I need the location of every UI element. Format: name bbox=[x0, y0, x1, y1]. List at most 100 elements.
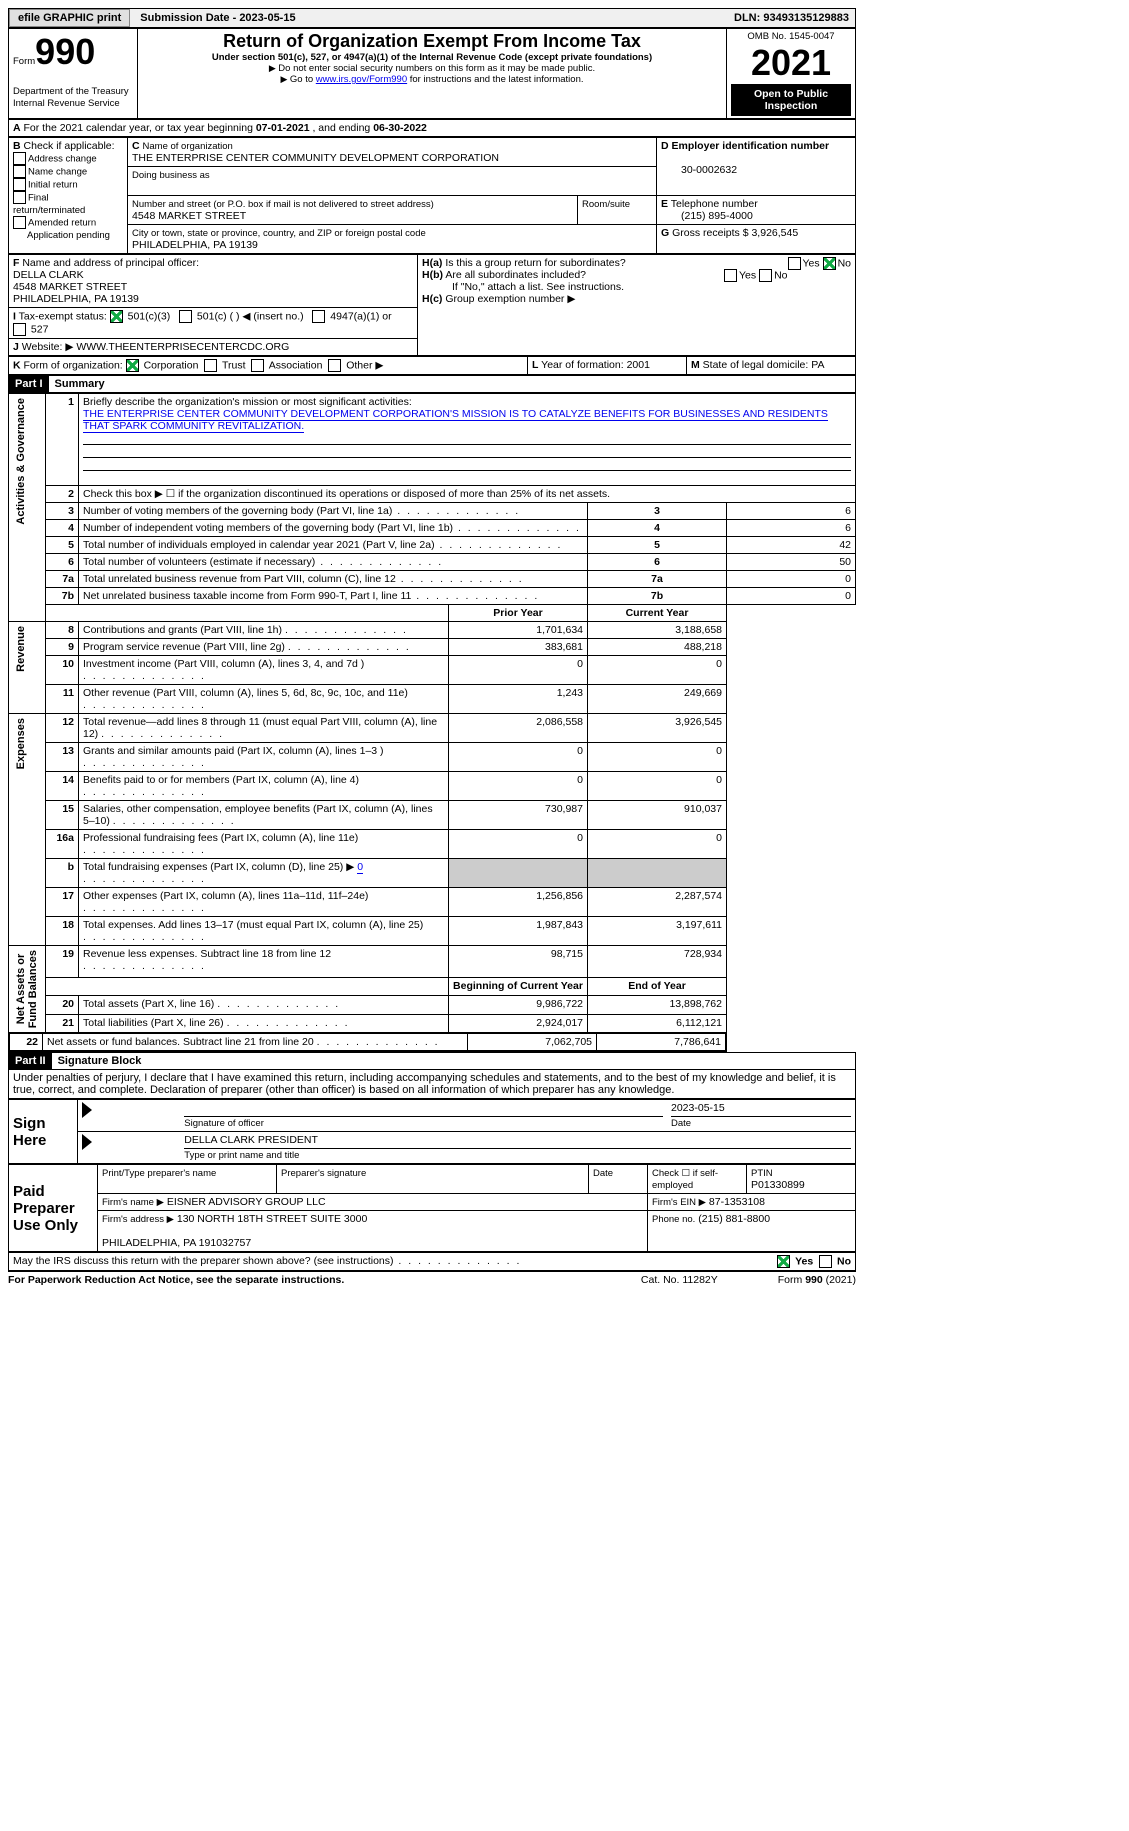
side-activities: Activities & Governance bbox=[13, 396, 29, 527]
side-revenue: Revenue bbox=[13, 624, 29, 674]
k-opt-3[interactable]: Other ▶ bbox=[346, 359, 383, 371]
hb-label: Are all subordinates included? bbox=[445, 269, 586, 281]
f-label: Name and address of principal officer: bbox=[22, 257, 199, 269]
cat-no: Cat. No. 11282Y bbox=[641, 1274, 718, 1286]
self-employed-check[interactable]: Check ☐ if self-employed bbox=[652, 1168, 718, 1191]
m-label: State of legal domicile: bbox=[703, 359, 809, 371]
sign-here-block: Sign Here Signature of officer 2023-05-1… bbox=[8, 1099, 856, 1164]
k-l-m-row: K Form of organization: Corporation Trus… bbox=[8, 356, 856, 375]
b-opt-1[interactable]: Name change bbox=[28, 166, 87, 177]
current-year-hdr: Current Year bbox=[588, 605, 727, 622]
sign-here-label: Sign Here bbox=[9, 1100, 78, 1164]
i-label: Tax-exempt status: bbox=[19, 310, 107, 322]
sig-arrow-icon-2 bbox=[82, 1134, 92, 1150]
part2-header: Part IISignature Block bbox=[8, 1052, 856, 1070]
efile-print-button[interactable]: efile GRAPHIC print bbox=[9, 9, 130, 27]
preparer-name-label: Print/Type preparer's name bbox=[102, 1168, 216, 1179]
sig-date: 2023-05-15 bbox=[671, 1102, 725, 1114]
paid-label: Paid Preparer Use Only bbox=[9, 1165, 98, 1252]
footer-bar: For Paperwork Reduction Act Notice, see … bbox=[8, 1271, 856, 1286]
irs-link[interactable]: www.irs.gov/Form990 bbox=[316, 74, 407, 85]
sig-date-label: Date bbox=[671, 1118, 691, 1129]
ein: 30-0002632 bbox=[681, 164, 737, 176]
subtitle-1: Under section 501(c), 527, or 4947(a)(1)… bbox=[142, 52, 722, 63]
summary-table: Activities & Governance 1 Briefly descri… bbox=[8, 393, 856, 1052]
year-formation: 2001 bbox=[627, 359, 650, 371]
open-inspection: Open to Public Inspection bbox=[731, 84, 851, 116]
form-label: Form bbox=[13, 56, 35, 67]
b-label: Check if applicable: bbox=[24, 140, 115, 152]
room-label: Room/suite bbox=[582, 199, 630, 210]
form-number: 990 bbox=[35, 31, 95, 72]
main-info-grid: B Check if applicable: Address change Na… bbox=[8, 137, 856, 254]
discuss-text: May the IRS discuss this return with the… bbox=[13, 1255, 394, 1267]
firm-ein-label: Firm's EIN ▶ bbox=[652, 1197, 706, 1208]
mission-text: THE ENTERPRISE CENTER COMMUNITY DEVELOPM… bbox=[83, 408, 828, 433]
omb: OMB No. 1545-0047 bbox=[731, 31, 851, 42]
firm-label: Firm's name ▶ bbox=[102, 1197, 164, 1208]
line2-text: Check this box ▶ ☐ if the organization d… bbox=[79, 486, 856, 503]
l-label: Year of formation: bbox=[541, 359, 624, 371]
gross-receipts: 3,926,545 bbox=[751, 227, 798, 239]
dept-label: Department of the Treasury Internal Reve… bbox=[13, 86, 129, 109]
k-opt-0[interactable]: Corporation bbox=[144, 359, 199, 371]
firm-phone-label: Phone no. bbox=[652, 1214, 695, 1225]
d-label: Employer identification number bbox=[672, 140, 830, 152]
j-label: Website: ▶ bbox=[22, 341, 74, 353]
website: WWW.THEENTERPRISECENTERCDC.ORG bbox=[76, 341, 289, 353]
preparer-date-label: Date bbox=[593, 1168, 613, 1179]
sig-arrow-icon bbox=[82, 1102, 92, 1118]
k-opt-1[interactable]: Trust bbox=[222, 359, 246, 371]
b-opt-4[interactable]: Amended return bbox=[28, 217, 96, 228]
officer-printed: DELLA CLARK PRESIDENT bbox=[184, 1134, 318, 1146]
end-year-hdr: End of Year bbox=[588, 977, 727, 996]
submission-date: Submission Date - 2023-05-15 bbox=[134, 10, 301, 26]
c-name-label: Name of organization bbox=[143, 141, 233, 152]
side-netassets: Net Assets or Fund Balances bbox=[13, 948, 41, 1030]
form-title: Return of Organization Exempt From Incom… bbox=[142, 31, 722, 52]
street-addr: 4548 MARKET STREET bbox=[132, 210, 246, 222]
a-end: 06-30-2022 bbox=[373, 122, 427, 134]
e-label: Telephone number bbox=[671, 198, 758, 210]
a-text: For the 2021 calendar year, or tax year … bbox=[24, 122, 256, 134]
b-opt-0[interactable]: Address change bbox=[28, 153, 97, 164]
begin-year-hdr: Beginning of Current Year bbox=[449, 977, 588, 996]
part1-header: Part ISummary bbox=[8, 375, 856, 393]
paid-preparer-block: Paid Preparer Use Only Print/Type prepar… bbox=[8, 1164, 856, 1252]
section-a-row: A For the 2021 calendar year, or tax yea… bbox=[8, 119, 856, 137]
sig-officer-label: Signature of officer bbox=[184, 1118, 264, 1129]
officer-addr: 4548 MARKET STREET PHILADELPHIA, PA 1913… bbox=[13, 281, 139, 305]
dba-label: Doing business as bbox=[132, 170, 210, 181]
g-label: Gross receipts $ bbox=[672, 227, 748, 239]
prior-year-hdr: Prior Year bbox=[449, 605, 588, 622]
phone: (215) 895-4000 bbox=[681, 210, 753, 222]
i-opt-3[interactable]: 527 bbox=[31, 323, 49, 335]
form-ref: Form 990 (2021) bbox=[778, 1274, 856, 1286]
tax-year: 2021 bbox=[731, 42, 851, 84]
top-toolbar: efile GRAPHIC print Submission Date - 20… bbox=[8, 8, 856, 28]
side-expenses: Expenses bbox=[13, 716, 29, 771]
domicile-state: PA bbox=[811, 359, 824, 371]
footer-discuss: May the IRS discuss this return with the… bbox=[8, 1252, 856, 1271]
ptin-label: PTIN bbox=[751, 1168, 773, 1179]
form-header: Form990 Department of the Treasury Inter… bbox=[8, 28, 856, 119]
pra-notice: For Paperwork Reduction Act Notice, see … bbox=[8, 1274, 344, 1286]
b-opt-2[interactable]: Initial return bbox=[28, 179, 78, 190]
i-opt-2[interactable]: 4947(a)(1) or bbox=[330, 310, 391, 322]
b-opt-5[interactable]: Application pending bbox=[27, 230, 110, 241]
ha-label: Is this a group return for subordinates? bbox=[445, 257, 625, 269]
subtitle-3: Go to www.irs.gov/Form990 for instructio… bbox=[142, 74, 722, 85]
i-opt-1[interactable]: 501(c) ( ) ◀ (insert no.) bbox=[197, 310, 304, 322]
hc-label: Group exemption number ▶ bbox=[445, 293, 575, 305]
officer-name: DELLA CLARK bbox=[13, 269, 84, 281]
firm-name: EISNER ADVISORY GROUP LLC bbox=[167, 1196, 326, 1208]
i-opt-0[interactable]: 501(c)(3) bbox=[128, 310, 171, 322]
k-opt-2[interactable]: Association bbox=[269, 359, 323, 371]
f-h-section: F Name and address of principal officer:… bbox=[8, 254, 856, 356]
k-label: Form of organization: bbox=[24, 359, 123, 371]
firm-ein: 87-1353108 bbox=[709, 1196, 765, 1208]
firm-addr-label: Firm's address ▶ bbox=[102, 1214, 174, 1225]
addr-label: Number and street (or P.O. box if mail i… bbox=[132, 199, 434, 210]
preparer-sig-label: Preparer's signature bbox=[281, 1168, 366, 1179]
city-label: City or town, state or province, country… bbox=[132, 228, 426, 239]
